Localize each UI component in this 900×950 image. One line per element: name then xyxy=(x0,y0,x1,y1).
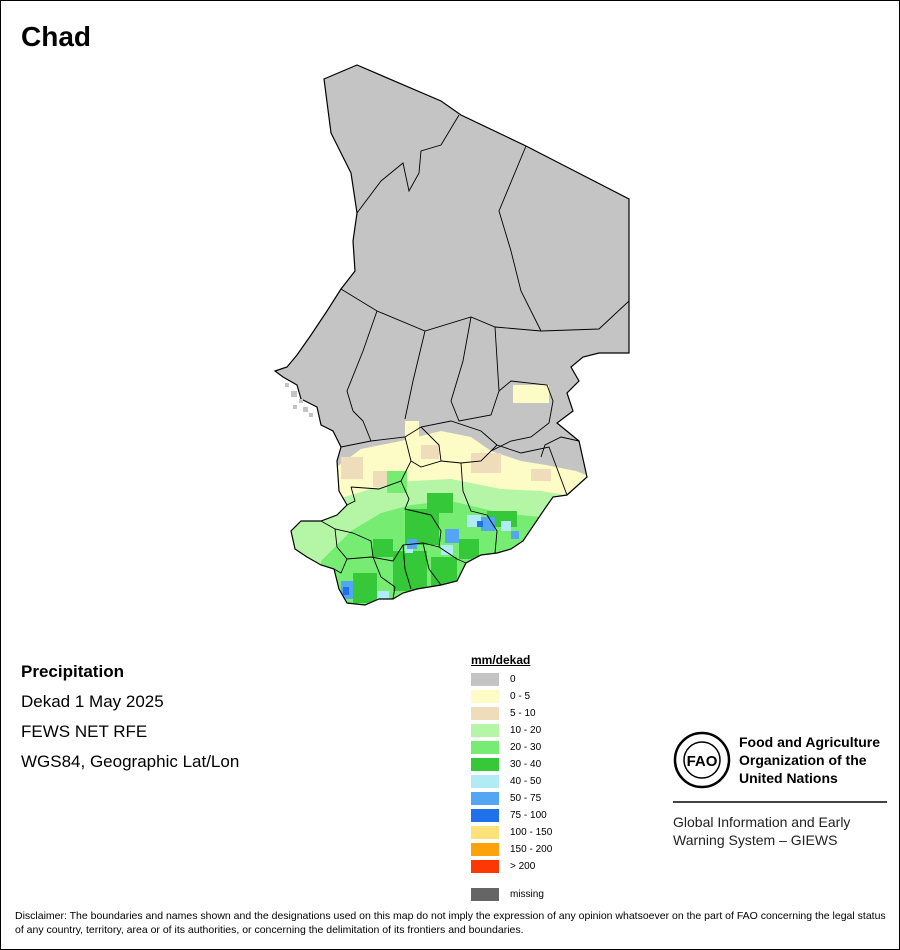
legend-title: mm/dekad xyxy=(471,653,531,667)
legend-swatch xyxy=(471,809,499,822)
legend-label: 100 - 150 xyxy=(510,827,553,838)
legend-label: 10 - 20 xyxy=(510,725,542,736)
period-label: Dekad 1 May 2025 xyxy=(21,692,164,711)
legend-item: 50 - 75 xyxy=(471,790,552,807)
legend-swatch xyxy=(471,741,499,754)
legend-label: > 200 xyxy=(510,861,536,872)
org-line-3: United Nations xyxy=(739,770,838,786)
product-heading: Precipitation xyxy=(21,662,124,681)
legend-label-missing: missing xyxy=(510,889,544,900)
legend-swatch xyxy=(471,860,499,873)
legend-swatch xyxy=(471,792,499,805)
legend-item: 40 - 50 xyxy=(471,773,552,790)
fao-branding: FAO Food and Agriculture Organization of… xyxy=(673,731,889,849)
legend-label: 40 - 50 xyxy=(510,776,542,787)
legend-swatch xyxy=(471,724,499,737)
legend-label: 0 - 5 xyxy=(510,691,531,702)
legend-swatch xyxy=(471,690,499,703)
org-line-1: Food and Agriculture xyxy=(739,734,881,750)
legend-label: 20 - 30 xyxy=(510,742,542,753)
admin-boundaries xyxy=(320,114,630,600)
legend-label: 0 xyxy=(510,674,516,685)
legend-item: 75 - 100 xyxy=(471,807,552,824)
legend-item: 20 - 30 xyxy=(471,739,552,756)
giews-name: Global Information and Early Warning Sys… xyxy=(673,813,889,849)
legend-swatch xyxy=(471,758,499,771)
giews-line-1: Global Information and Early xyxy=(673,814,851,830)
data-source-label: FEWS NET RFE xyxy=(21,722,148,741)
legend-swatch xyxy=(471,843,499,856)
legend-label: 75 - 100 xyxy=(510,810,547,821)
map-metadata: Precipitation Dekad 1 May 2025 FEWS NET … xyxy=(21,657,239,777)
lake-chad-area xyxy=(285,383,313,417)
legend-item: 150 - 200 xyxy=(471,841,552,858)
legend-item: 30 - 40 xyxy=(471,756,552,773)
legend-swatch xyxy=(471,826,499,839)
legend-item: 0 xyxy=(471,671,552,688)
projection-label: WGS84, Geographic Lat/Lon xyxy=(21,752,240,771)
legend-label: 50 - 75 xyxy=(510,793,542,804)
legend-swatch-missing xyxy=(471,888,499,901)
org-line-2: Organization of the xyxy=(739,752,867,768)
giews-line-2: Warning System – GIEWS xyxy=(673,832,838,848)
legend-item: 5 - 10 xyxy=(471,705,552,722)
legend-label: 150 - 200 xyxy=(510,844,553,855)
legend-item: 10 - 20 xyxy=(471,722,552,739)
legend-item: 0 - 5 xyxy=(471,688,552,705)
fao-org-name: Food and Agriculture Organization of the… xyxy=(739,733,880,787)
legend-label: 5 - 10 xyxy=(510,708,536,719)
legend-swatch xyxy=(471,707,499,720)
map-title: Chad xyxy=(21,21,91,52)
disclaimer-text: Disclaimer: The boundaries and names sho… xyxy=(15,910,886,936)
legend-swatch xyxy=(471,775,499,788)
legend-item: > 200 xyxy=(471,858,552,875)
chad-precipitation-map xyxy=(274,64,630,606)
legend: mm/dekad 0 0 - 5 5 - 10 10 - 20 20 - 30 30 - … xyxy=(471,653,552,903)
legend-label: 30 - 40 xyxy=(510,759,542,770)
branding-divider xyxy=(673,801,887,803)
legend-item: 100 - 150 xyxy=(471,824,552,841)
legend-swatch xyxy=(471,673,499,686)
fao-logo-text: FAO xyxy=(687,753,718,770)
legend-classes: 0 0 - 5 5 - 10 10 - 20 20 - 30 30 - 40 40 - 50… xyxy=(471,671,552,875)
fao-logo-icon: FAO xyxy=(673,731,731,789)
legend-missing: missing xyxy=(471,886,552,903)
